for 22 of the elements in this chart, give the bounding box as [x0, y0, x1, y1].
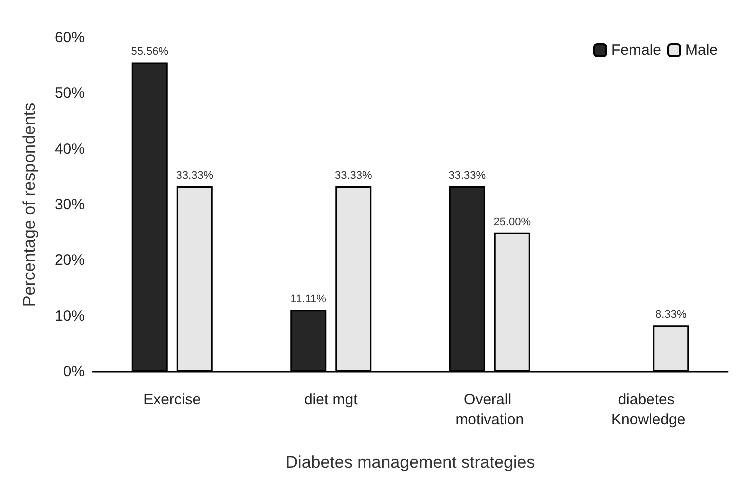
data-label: 33.33% — [448, 170, 486, 182]
data-label: 33.33% — [176, 170, 214, 182]
y-tick-label: 60% — [54, 30, 85, 46]
y-tick-label: 50% — [54, 85, 85, 102]
data-label: 55.56% — [131, 46, 169, 58]
x-tick-label: Exercise — [144, 392, 202, 408]
data-label: 33.33% — [334, 170, 372, 182]
data-label: 8.33% — [656, 309, 687, 322]
y-tick-label: 40% — [54, 140, 85, 158]
x-tick-label: diet mgt — [304, 392, 359, 408]
x-axis-title: Diabetes management strategies — [286, 453, 536, 472]
x-tick-label: diabetes Knowledge — [612, 392, 686, 428]
data-label: 11.11% — [290, 294, 327, 306]
y-axis-title: Percentage of respondents — [20, 102, 39, 308]
legend-label: Female — [611, 42, 662, 59]
legend-label: Male — [685, 42, 718, 59]
y-tick-label: 0% — [63, 364, 85, 380]
data-label: 25.00% — [494, 216, 532, 228]
y-tick-label: 10% — [54, 308, 85, 325]
x-tick-label: Overall motivation — [456, 392, 524, 428]
y-tick-label: 20% — [54, 252, 85, 270]
y-tick-label: 30% — [54, 196, 85, 214]
